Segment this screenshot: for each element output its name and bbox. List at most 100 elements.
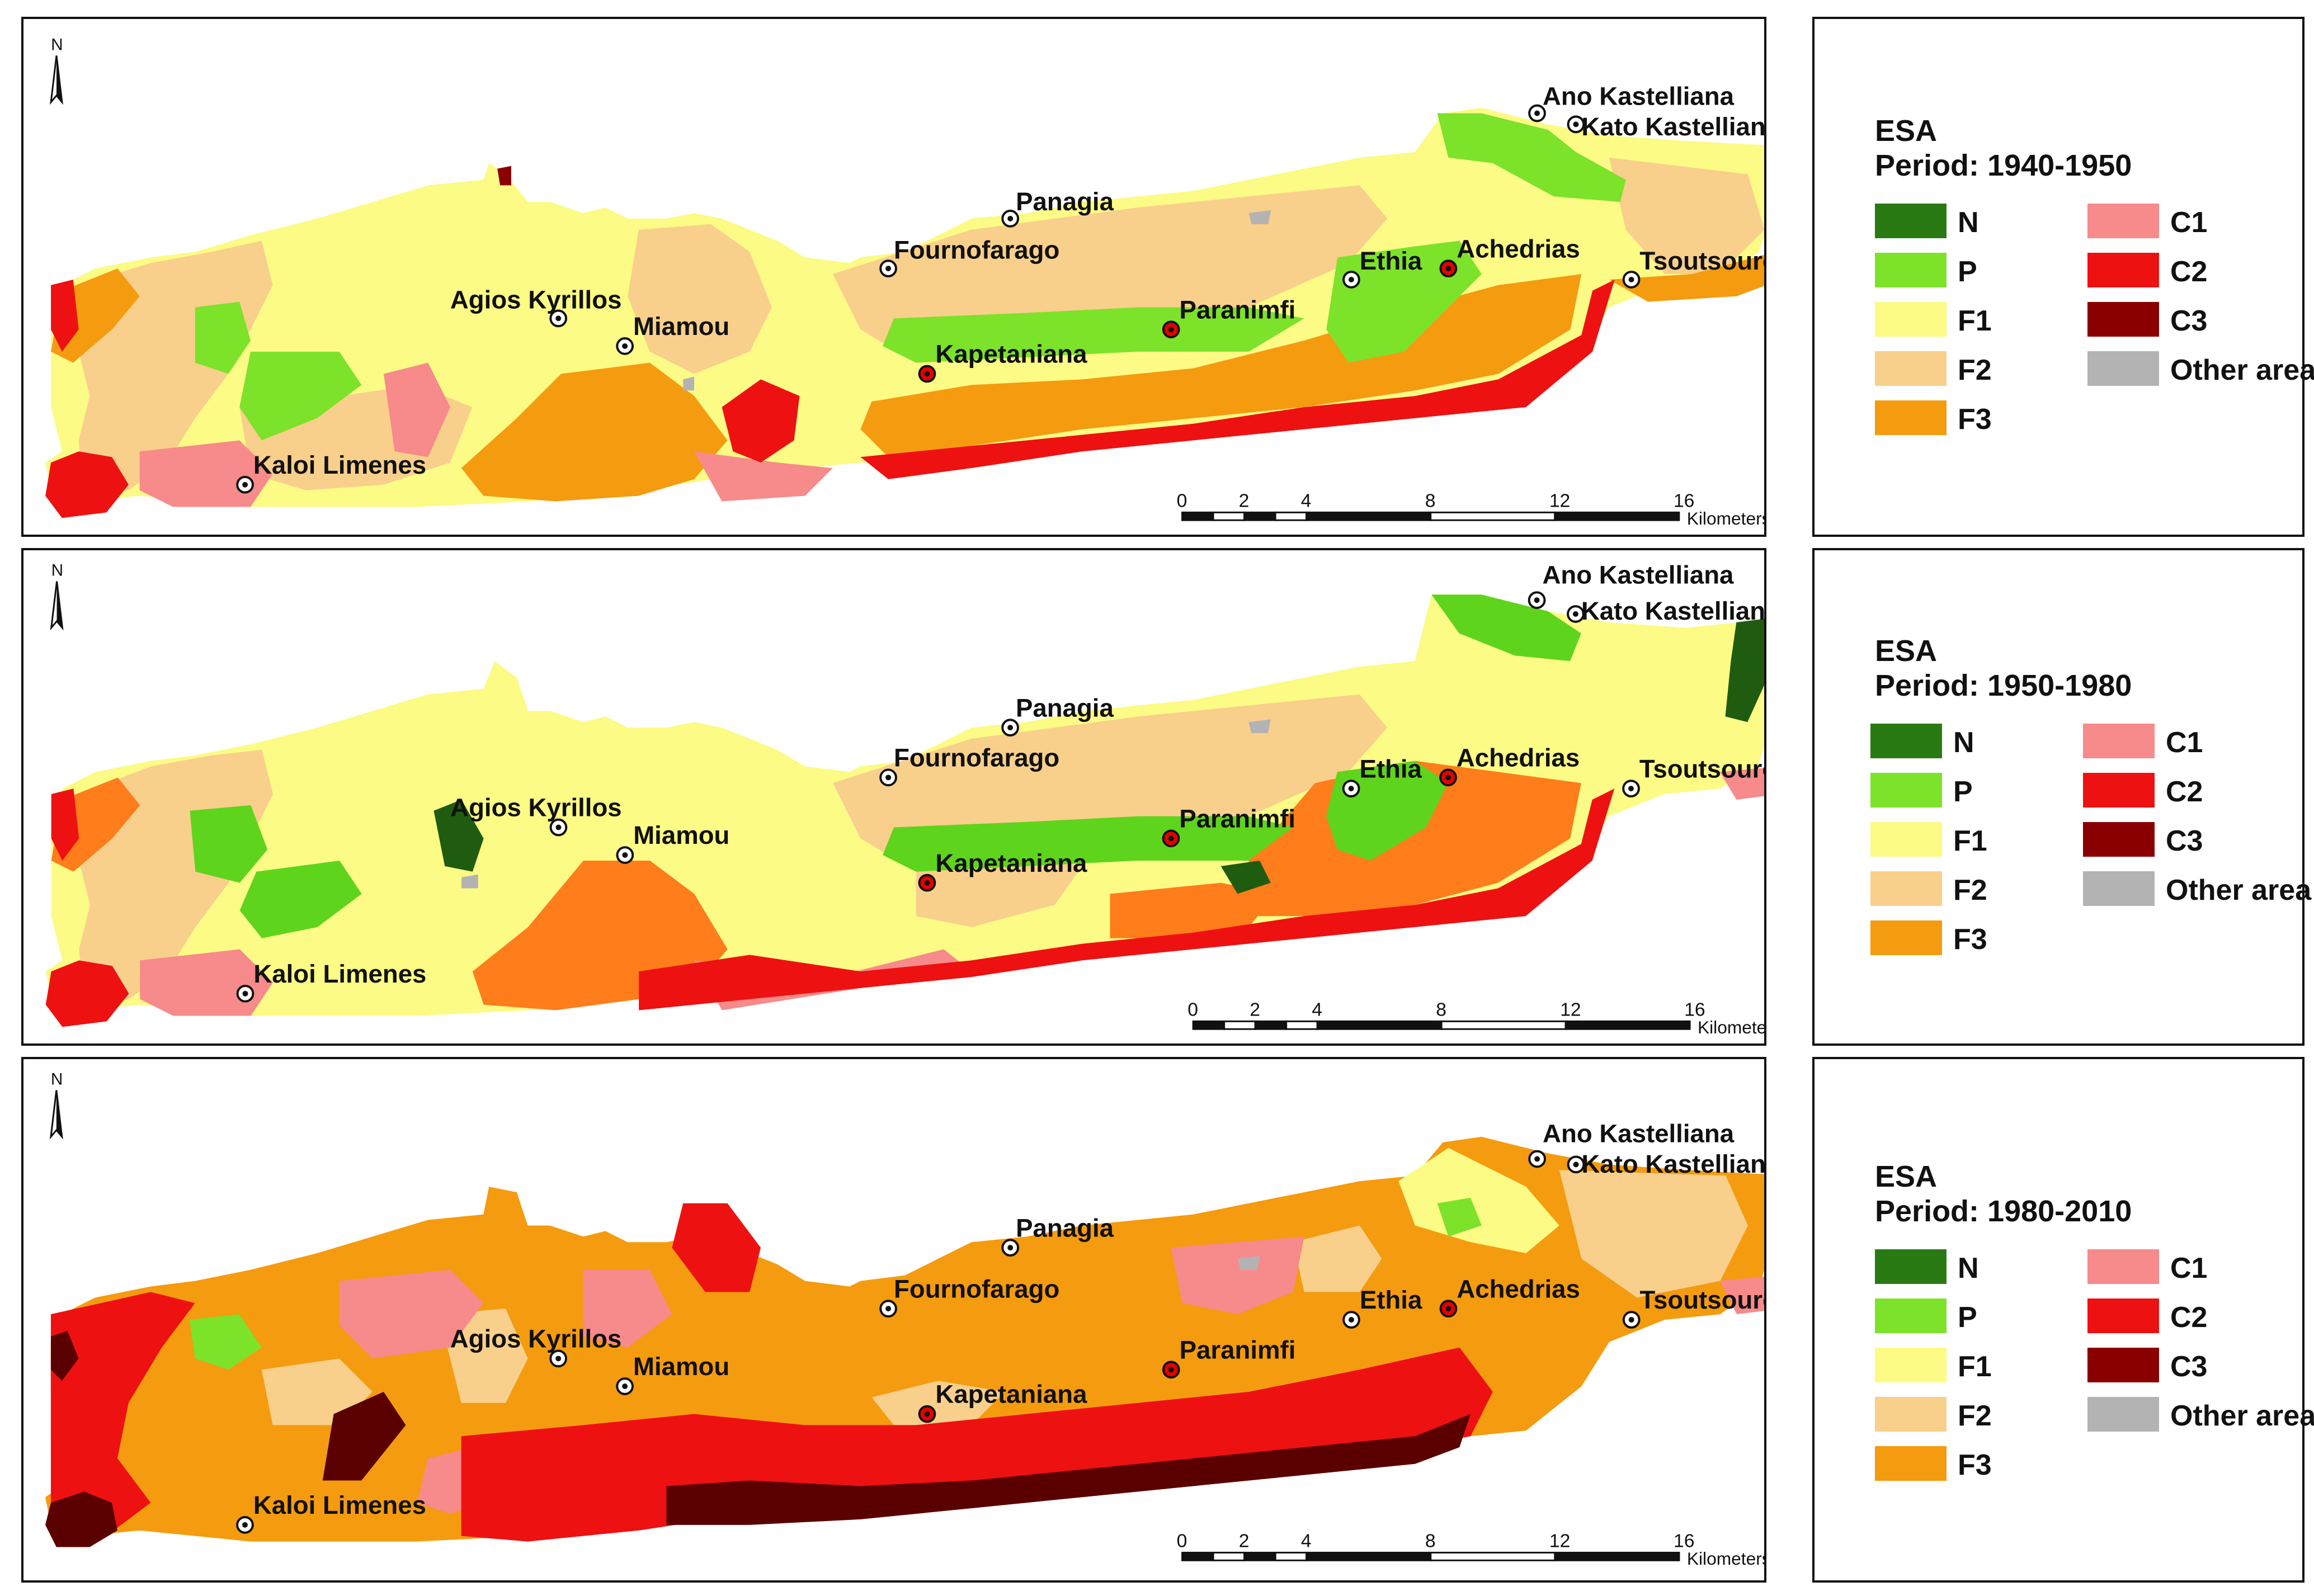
zone-c3-south [666,1414,1471,1525]
settlement-kato-kastelliana: Kato Kastelliana [1567,597,1764,625]
zone-p-west-2 [239,351,362,441]
legend-label: C3 [2170,305,2208,337]
place-label: Tsoutsouros [1640,1286,1764,1314]
zone-c2-mid [722,379,800,463]
place-label: Paranimfi [1180,1335,1296,1364]
legend-swatch [1875,400,1947,435]
legend-swatch [2087,1348,2159,1382]
legend-title: ESA [1875,634,1938,668]
scale-tick-label: 16 [1674,1531,1695,1552]
scale-tick-label: 12 [1549,490,1570,511]
settlement-kapetaniana: Kapetaniana [918,849,1087,892]
legend-swatch [1875,351,1947,386]
legend-label: F3 [1958,1449,1992,1481]
place-label: Achedrias [1457,1274,1580,1303]
legend-label: C1 [2166,726,2203,759]
settlement-paranimfi: Paranimfi [1162,295,1295,339]
scale-segment [1181,511,1214,521]
place-label: Achedrias [1457,743,1580,772]
place-label: Panagia [1016,187,1114,216]
zone-p-west [189,1314,262,1370]
settlement-tsoutsouros: Tsoutsouros [1622,1286,1764,1329]
zone-c3-north [497,166,511,186]
scale-tick-label: 0 [1187,999,1198,1020]
legend-label: C3 [2166,825,2203,857]
place-label: Ano Kastelliana [1542,560,1734,589]
legend-swatch [1875,1348,1947,1382]
settlement-ano-kastelliana: Ano Kastelliana [1528,1120,1735,1168]
legend-label: F3 [1958,403,1992,436]
zone-c1-east [1720,1276,1764,1315]
scale-tick-label: 4 [1301,490,1312,511]
svg-text:N: N [51,36,63,54]
scale-tick-label: 8 [1425,1531,1436,1552]
settlement-ethia: Ethia [1342,1286,1422,1329]
legend-swatch [2087,351,2159,386]
zone-p-west [195,301,251,374]
legend-swatch [2083,871,2155,906]
place-label: Miamou [633,312,729,341]
legend-swatch [1875,1397,1947,1432]
scale-segment [1181,1551,1214,1561]
settlement-kapetaniana: Kapetaniana [918,340,1087,383]
legend-swatch [2083,724,2155,758]
zone-c2-south [639,788,1615,1011]
scale-tick-label: 0 [1177,490,1187,511]
scale-segment [1316,1020,1443,1030]
zone-n-east [1725,618,1764,723]
legend-period: Period: 1940-1950 [1875,149,2132,182]
settlement-panagia: Panagia [1001,693,1114,736]
legend-label: F2 [1958,354,1992,386]
zone-c2-west [50,1292,195,1536]
legend-swatch [1875,204,1947,238]
legend-swatch [1875,1298,1947,1333]
north-arrow: N [50,36,63,105]
place-label: Agios Kyrillos [450,1325,622,1353]
scale-tick-label: 2 [1239,1531,1250,1552]
scale-tick-label: 8 [1436,999,1446,1020]
place-label: Fournofarago [894,1274,1059,1303]
zone-c2-sw-tip [45,451,129,518]
zone-n-mid [433,799,484,872]
zone-other-2 [461,874,478,889]
legend-swatch [1875,302,1947,337]
zone-f3-far-east [1609,254,1764,302]
zone-p-mid [883,816,1293,872]
settlement-kaloi-limenes: Kaloi Limenes [236,960,426,1003]
settlement-ano-kastelliana: Ano Kastelliana [1528,560,1734,610]
zone-n-mid-2 [1220,860,1271,894]
scale-segment [1564,1020,1691,1030]
zone-f2-west-2 [261,1358,373,1425]
legend-label: C2 [2170,1301,2208,1334]
settlement-fournofarago: Fournofarago [879,235,1059,277]
settlement-panagia: Panagia [1001,187,1114,228]
legend-label: C1 [2170,206,2208,239]
zone-c1-mid [583,1269,672,1348]
place-label: Miamou [633,821,729,849]
legend-label: Other area [2170,354,2314,386]
north-arrow: N [50,561,64,631]
settlement-kaloi-limenes: Kaloi Limenes [236,1491,426,1534]
legend-label: F1 [1958,305,1992,337]
place-label: Miamou [633,1352,729,1381]
legend-label: C3 [2170,1351,2208,1383]
zone-c1-east [1719,768,1764,800]
zone-c1-south [694,451,833,502]
legend-swatch [1870,822,1942,857]
scale-segment [1306,511,1432,521]
place-label: Achedrias [1457,234,1580,263]
place-label: Tsoutsouros [1639,247,1764,275]
zone-f3-south [1110,882,1276,938]
zone-f1-northeast [1398,1148,1559,1254]
scale-tick-label: 2 [1239,490,1250,511]
settlement-achedrias: Achedrias [1439,234,1580,277]
scale-tick-label: 2 [1250,999,1260,1020]
settlement-miamou: Miamou [616,821,729,864]
settlement-kaloi-limenes: Kaloi Limenes [236,451,426,494]
place-label: Kaloi Limenes [253,1491,426,1519]
place-label: Tsoutsouros [1639,754,1764,783]
scale-segment [1274,1551,1308,1561]
place-label: Kaloi Limenes [253,451,426,479]
legend-label: Other area [2166,874,2312,906]
zone-c3-west-strip [322,1391,406,1481]
